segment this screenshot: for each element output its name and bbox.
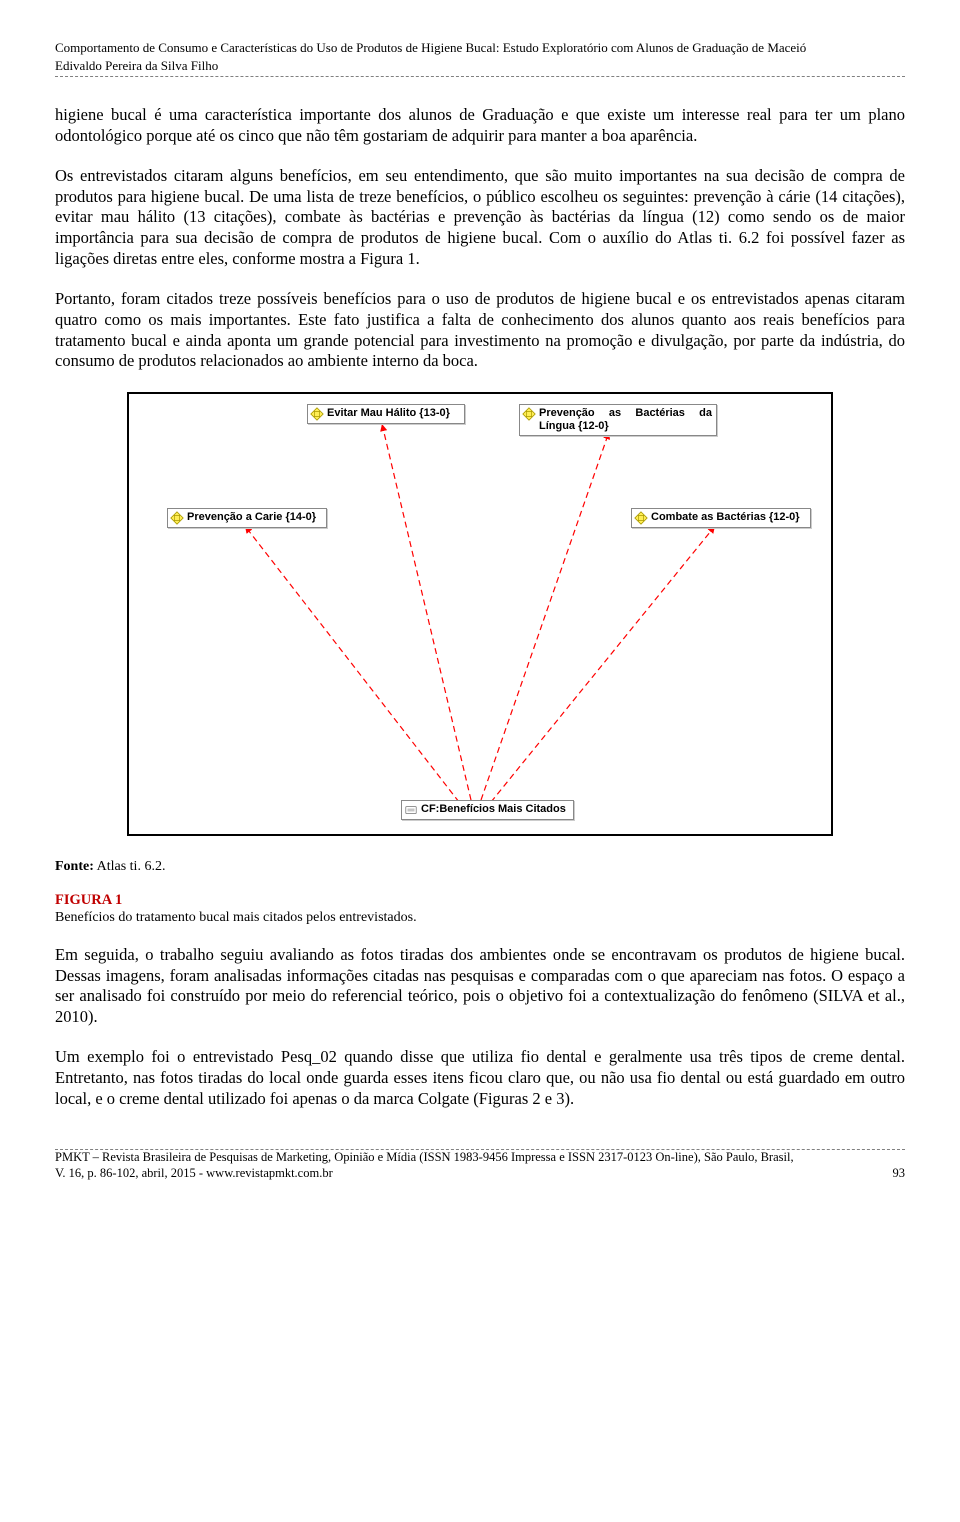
figure-caption: Benefícios do tratamento bucal mais cita… (55, 909, 905, 927)
figure-label: FIGURA 1 (55, 891, 905, 909)
diagram-node-n1: Evitar Mau Hálito {13-0} (307, 404, 465, 424)
node-label: Prevenção as Bactérias da Língua {12-0} (539, 407, 712, 433)
diagram-node-n4: Combate as Bactérias {12-0} (631, 508, 811, 528)
footer: PMKT – Revista Brasileira de Pesquisas d… (55, 1149, 905, 1181)
footer-text-2-left: V. 16, p. 86-102, abril, 2015 - www.revi… (55, 1166, 333, 1181)
header-divider (55, 76, 905, 77)
node-label: Evitar Mau Hálito {13-0} (327, 407, 450, 420)
footer-page-number: 93 (893, 1166, 906, 1181)
running-header: Comportamento de Consumo e Característic… (55, 40, 905, 77)
figure-1-diagram: Evitar Mau Hálito {13-0} Prevenção as Bac… (127, 392, 833, 836)
paragraph-4: Em seguida, o trabalho seguiu avaliando … (55, 945, 905, 1028)
diagram-edge-2 (245, 526, 459, 802)
node-label: Combate as Bactérias {12-0} (651, 511, 800, 524)
body-text: higiene bucal é uma característica impor… (55, 105, 905, 1109)
diagram-node-n5: CF:Benefícios Mais Citados (401, 800, 574, 820)
node-label: CF:Benefícios Mais Citados (421, 803, 566, 816)
running-title: Comportamento de Consumo e Característic… (55, 40, 905, 57)
footer-text-1: PMKT – Revista Brasileira de Pesquisas d… (55, 1150, 905, 1166)
paragraph-3: Portanto, foram citados treze possíveis … (55, 289, 905, 372)
figure-source: Fonte: Atlas ti. 6.2. (55, 858, 905, 876)
paragraph-2: Os entrevistados citaram alguns benefíci… (55, 166, 905, 269)
diagram-node-n3: Prevenção a Carie {14-0} (167, 508, 327, 528)
fonte-label: Fonte: (55, 859, 94, 874)
paragraph-1: higiene bucal é uma característica impor… (55, 105, 905, 146)
diagram-edges (129, 394, 831, 834)
fonte-text: Atlas ti. 6.2. (94, 859, 166, 874)
diagram-edge-0 (382, 424, 471, 800)
diagram-edge-3 (491, 526, 715, 802)
paragraph-5: Um exemplo foi o entrevistado Pesq_02 qu… (55, 1047, 905, 1109)
node-label: Prevenção a Carie {14-0} (187, 511, 316, 524)
diagram-edge-1 (481, 432, 609, 800)
running-author: Edivaldo Pereira da Silva Filho (55, 58, 905, 74)
diagram-node-n2: Prevenção as Bactérias da Língua {12-0} (519, 404, 717, 436)
